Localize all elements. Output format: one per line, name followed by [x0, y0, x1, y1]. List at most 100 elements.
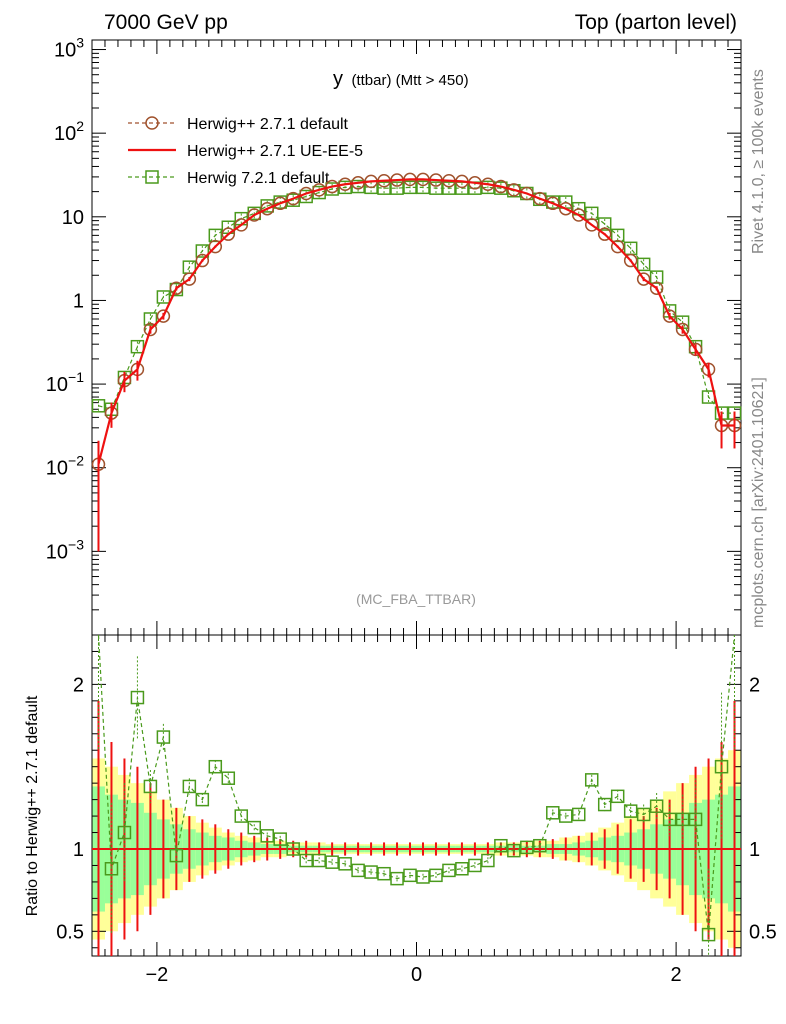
ratio-point-herwig7 [143, 779, 158, 794]
ratio-point-herwig7 [273, 832, 287, 846]
ratio-point-herwig7 [299, 853, 313, 868]
ratio-y-tick-label-right: 0.5 [749, 921, 777, 943]
ratio-point-herwig7 [416, 870, 430, 884]
ratio-y-tick-label: 2 [73, 674, 84, 696]
main-y-tick-label-base: 10 [46, 458, 68, 480]
series-herwig7-default [91, 179, 742, 420]
ratio-point-herwig7 [675, 812, 690, 827]
ratio-point-herwig7 [559, 809, 573, 823]
data-point-herwigpp-default [623, 253, 638, 268]
main-y-tick-label: 10−3 [46, 536, 84, 563]
ratio-point-herwig7 [520, 840, 534, 855]
ratio-point-herwig7 [364, 865, 378, 879]
ratio-point-herwig7 [247, 820, 261, 835]
data-point-herwigpp-default [649, 281, 664, 295]
ratio-point-herwig7 [494, 838, 508, 853]
plot-title-sub: (ttbar) (Mtt > 450) [351, 72, 468, 89]
legend-entry-herwigpp-default: Herwig++ 2.7.1 default [128, 116, 349, 133]
ratio-point-herwig7 [351, 863, 365, 878]
ratio-point-herwig7 [221, 771, 236, 785]
data-point-herwigpp-default [208, 239, 223, 254]
data-point-herwigpp-default [299, 186, 313, 201]
data-point-herwigpp-default [662, 309, 677, 323]
main-y-tick-label-base: 10 [54, 123, 76, 145]
rivet-version-label: Rivet 4.1.0, ≥ 100k events [750, 69, 767, 254]
legend-label-herwig7-default: Herwig 7.2.1 default [187, 170, 330, 187]
data-point-herwigpp-default [273, 196, 287, 211]
data-point-herwig7 [91, 399, 106, 413]
ratio-point-herwig7 [182, 779, 197, 794]
data-point-herwig7 [338, 180, 352, 195]
main-y-tick-label: 10−1 [46, 369, 84, 396]
data-point-herwig7 [351, 179, 365, 194]
main-y-tick-label-base: 10 [46, 374, 68, 396]
ratio-point-herwig7 [325, 855, 339, 869]
ratio-point-herwig7 [195, 792, 210, 807]
main-y-tick-label-exponent: 3 [76, 35, 84, 51]
x-tick-label: 2 [671, 964, 682, 986]
data-point-herwig7 [130, 339, 145, 354]
legend-marker-circle [145, 116, 159, 130]
ratio-point-herwig7 [338, 857, 352, 871]
data-point-herwigpp-default [234, 218, 249, 232]
analysis-label: (MC_FBA_TTBAR) [356, 591, 476, 607]
data-point-herwigpp-default [312, 183, 326, 197]
ratio-point-herwig7 [623, 804, 638, 818]
main-y-tick-label-base: 1 [73, 290, 84, 312]
data-point-herwig7 [377, 181, 391, 195]
main-y-tick-label-exponent: −3 [68, 536, 84, 552]
main-y-tick-label-exponent: −2 [68, 453, 84, 469]
ratio-point-herwig7 [286, 842, 300, 856]
legend-entry-herwig7-default: Herwig 7.2.1 default [128, 170, 330, 187]
main-y-tick-label: 103 [54, 35, 84, 62]
legend-entry-herwigpp-ue-ee-5: Herwig++ 2.7.1 UE-EE-5 [128, 143, 363, 160]
data-point-herwig7 [442, 181, 456, 195]
plot-title-main: y [333, 68, 343, 90]
data-point-herwigpp-default [636, 272, 651, 286]
ratio-point-herwig7 [481, 853, 495, 868]
ratio-y-axis-label: Ratio to Herwig++ 2.7.1 default [24, 695, 41, 916]
data-point-herwig7 [195, 244, 210, 258]
main-y-tick-label-base: 10 [46, 541, 68, 563]
data-point-herwigpp-default [533, 191, 547, 206]
ratio-y-tick-label-right: 2 [749, 674, 760, 696]
ratio-point-herwig7 [377, 866, 391, 881]
ratio-point-herwig7 [662, 812, 677, 827]
main-y-tick-label: 1 [73, 290, 84, 312]
main-y-tick-label-exponent: 2 [76, 118, 84, 134]
x-ticks: −2 0 2 [91, 40, 742, 986]
data-point-herwig7 [403, 180, 417, 195]
data-point-herwigpp-default [247, 208, 261, 222]
ratio-point-herwig7 [442, 863, 456, 878]
ratio-point-herwig7 [636, 807, 651, 822]
data-point-herwig7 [416, 180, 430, 195]
main-y-tick-label: 10−2 [46, 453, 84, 480]
main-y-tick-label-base: 10 [62, 207, 84, 229]
ratio-point-herwig7 [455, 862, 469, 876]
data-point-herwig7 [636, 257, 651, 272]
data-point-herwigpp-default [286, 191, 300, 206]
data-point-herwig7 [143, 312, 158, 326]
data-point-herwigpp-default [546, 196, 560, 211]
series-line-herwigpp-default [97, 178, 735, 465]
legend: Herwig++ 2.7.1 default Herwig++ 2.7.1 UE… [128, 116, 363, 187]
main-y-tick-label: 102 [54, 118, 84, 145]
legend-marker-square [145, 170, 159, 184]
ratio-point-herwig7 [208, 759, 223, 774]
series-line-herwig7 [98, 185, 735, 414]
data-point-herwigpp-default [143, 322, 158, 337]
data-point-herwig7 [481, 180, 495, 195]
mcplots-label: mcplots.cern.ch [arXiv:2401.10621] [750, 377, 767, 628]
ratio-point-herwig7 [546, 806, 560, 820]
main-y-tick-label: 10 [62, 207, 84, 229]
ratio-point-herwig7 [597, 797, 612, 812]
ratio-point-herwig7 [403, 868, 417, 883]
energy-title: 7000 GeV pp [104, 11, 228, 34]
ratio-point-herwig7 [117, 825, 132, 840]
data-point-herwig7 [649, 270, 664, 284]
ratio-y-tick-label-right: 1 [749, 839, 760, 861]
ratio-point-herwig7 [390, 871, 404, 886]
main-y-tick-label-exponent: −1 [68, 369, 84, 385]
data-point-herwigpp-default [584, 218, 599, 232]
ratio-point-herwig7 [688, 812, 703, 827]
